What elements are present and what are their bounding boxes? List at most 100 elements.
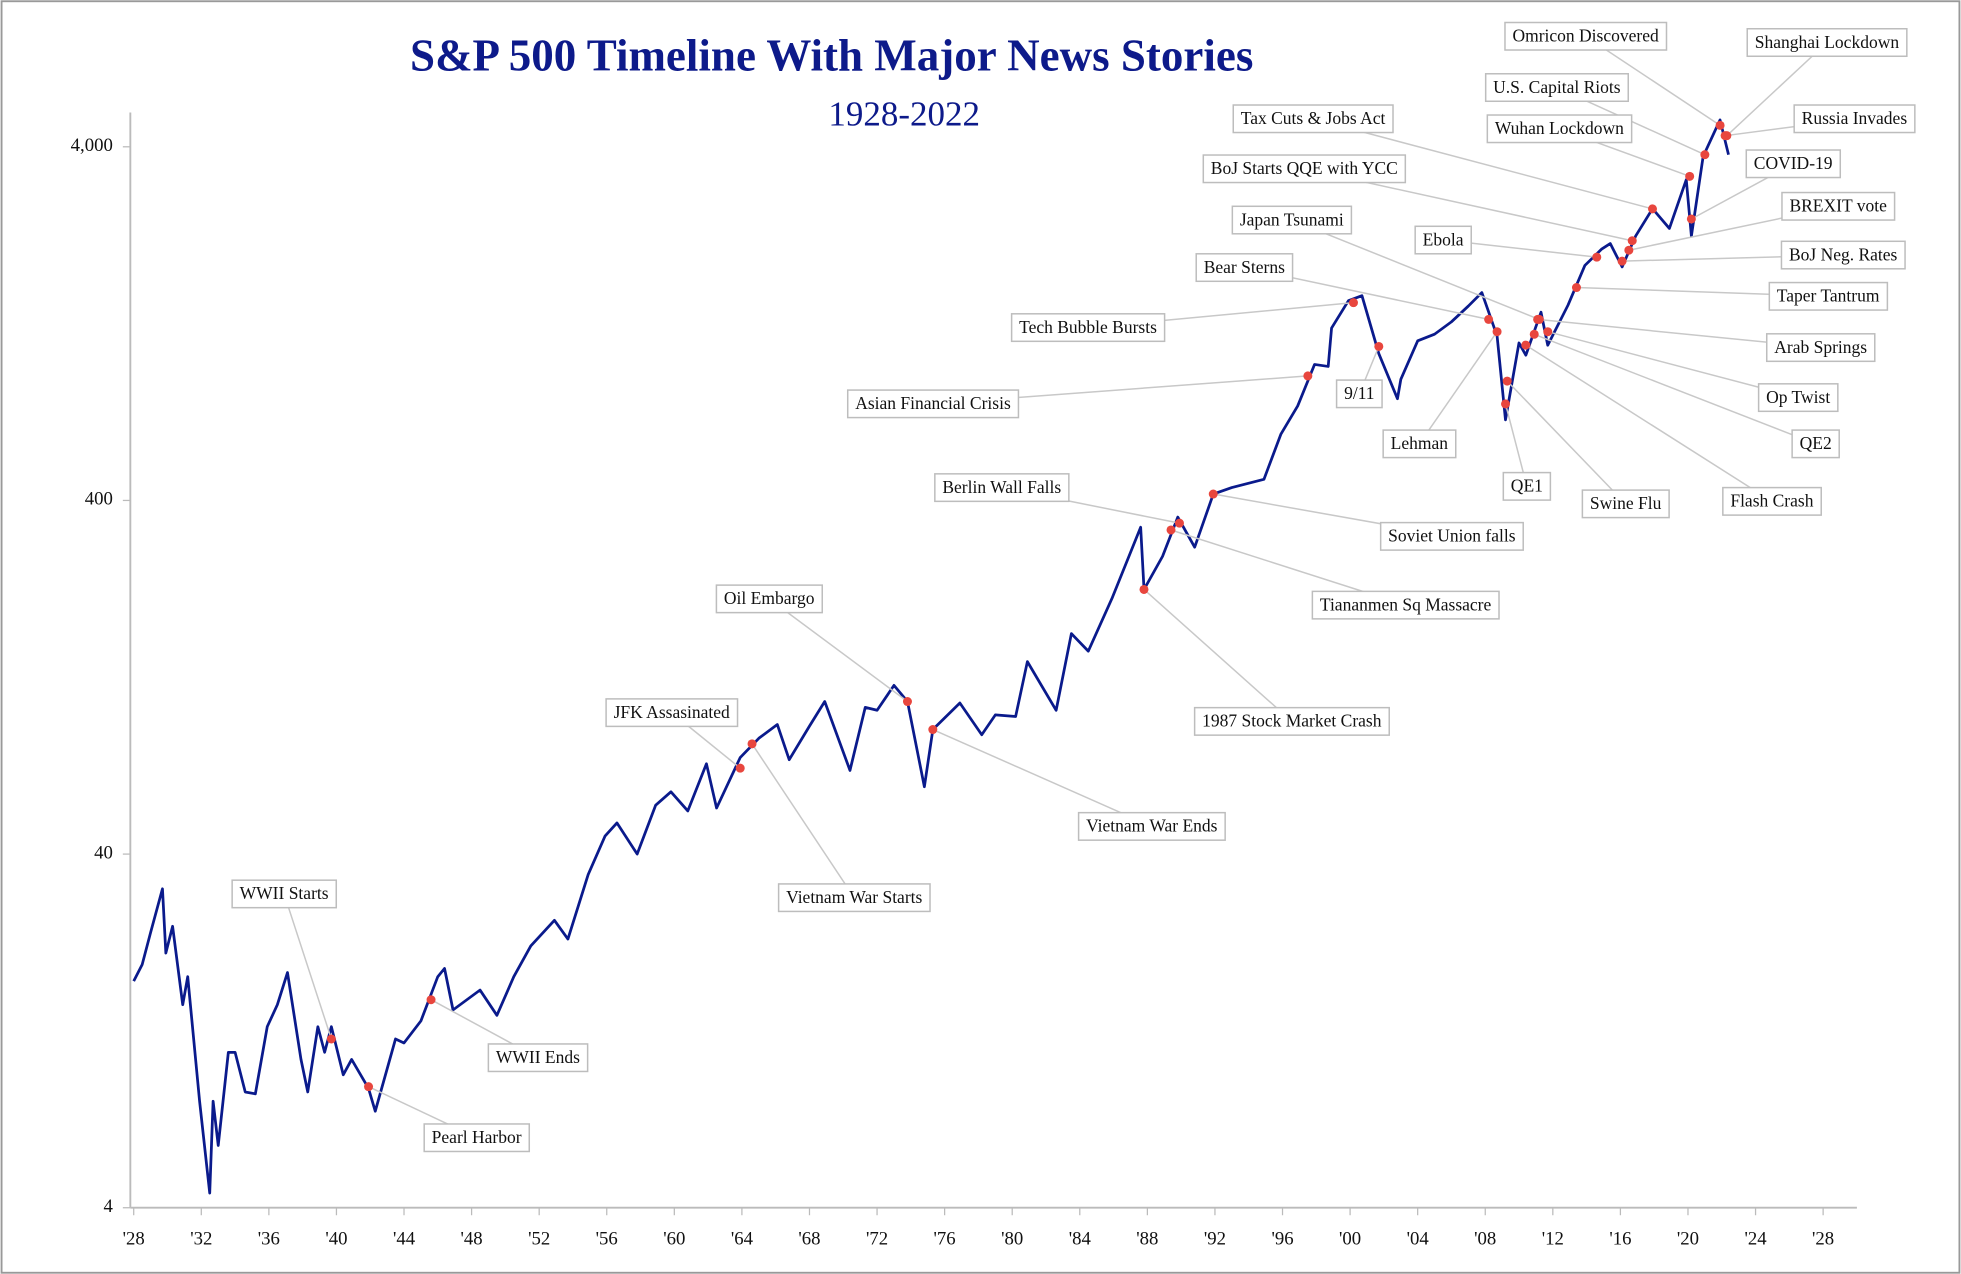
label-box: [605, 698, 739, 728]
label-box: [1484, 73, 1629, 103]
event-label: 1987 Stock Market Crash: [1193, 706, 1390, 736]
event-dot: [1303, 371, 1313, 381]
event-label: Tech Bubble Bursts: [1010, 313, 1166, 343]
event-label: Russia Invades: [1793, 104, 1916, 134]
event-label: QE1: [1502, 471, 1552, 501]
event-dot: [1533, 314, 1543, 324]
label-text: QE1: [1511, 476, 1543, 496]
price-line: [132, 118, 1730, 1195]
label-text: Arab Springs: [1774, 337, 1867, 357]
label-box: [423, 1123, 531, 1153]
event-dot: [1502, 376, 1512, 386]
label-box: [1077, 811, 1226, 841]
y-tick-label: 4: [103, 1196, 113, 1217]
label-text: Taper Tantrum: [1777, 286, 1880, 306]
x-tick-label: '04: [1407, 1229, 1430, 1250]
event-label: Japan Tsunami: [1231, 205, 1353, 235]
leader-line: [1143, 588, 1293, 722]
label-box: [1781, 191, 1896, 221]
label-box: [487, 1043, 589, 1073]
event-dot: [1700, 150, 1710, 160]
label-text: Op Twist: [1766, 387, 1830, 407]
leader-line: [1525, 344, 1773, 502]
label-box: [1581, 489, 1670, 519]
leader-line: [932, 728, 1153, 828]
label-text: Ebola: [1423, 229, 1464, 249]
label-text: Flash Crash: [1730, 491, 1813, 511]
label-box: [231, 879, 338, 909]
x-tick-label: '36: [258, 1229, 280, 1250]
event-dot: [1529, 329, 1539, 339]
event-label: JFK Assasinated: [605, 698, 739, 728]
label-box: [1793, 104, 1916, 134]
event-dot: [1208, 489, 1218, 499]
label-box: [1010, 313, 1166, 343]
label-text: BoJ Neg. Rates: [1789, 244, 1898, 264]
x-tick-label: '40: [325, 1229, 347, 1250]
x-tick-label: '92: [1204, 1229, 1226, 1250]
event-labels: WWII Starts Pearl Harbor WWII Ends JFK Assa…: [231, 21, 1916, 1153]
leader-line: [283, 893, 333, 1040]
chart-title: S&P 500 Timeline With Major News Stories: [410, 30, 1253, 80]
label-box: [1765, 333, 1876, 363]
event-dot: [364, 1082, 374, 1092]
x-tick-label: '24: [1744, 1229, 1767, 1250]
x-tick-label: '88: [1136, 1229, 1158, 1250]
event-label: Omricon Discovered: [1504, 21, 1668, 51]
label-text: Tech Bubble Bursts: [1019, 317, 1157, 337]
event-dot: [1592, 252, 1602, 262]
y-tick-label: 400: [85, 489, 113, 510]
x-tick-label: '44: [393, 1229, 416, 1250]
x-tick-label: '64: [731, 1229, 754, 1250]
event-label: BREXIT vote: [1781, 191, 1896, 221]
label-box: [1379, 521, 1524, 551]
leader-line: [1726, 41, 1828, 137]
label-box: [1414, 225, 1472, 255]
y-tick-label: 40: [94, 842, 113, 863]
label-text: COVID-19: [1754, 153, 1833, 173]
event-label: Oil Embargo: [715, 584, 823, 614]
label-text: BREXIT vote: [1789, 196, 1887, 216]
event-label: Vietnam War Ends: [1077, 811, 1226, 841]
event-label: Taper Tantrum: [1768, 281, 1889, 311]
label-box: [1722, 486, 1822, 516]
label-text: Shanghai Lockdown: [1755, 32, 1900, 52]
label-box: [1193, 706, 1390, 736]
label-box: [1780, 240, 1906, 270]
x-tick-label: '20: [1677, 1229, 1699, 1250]
event-label: BoJ Neg. Rates: [1780, 240, 1906, 270]
leader-line: [1312, 118, 1653, 210]
label-box: [1502, 471, 1552, 501]
label-box: [1746, 28, 1908, 58]
label-text: WWII Starts: [240, 883, 329, 903]
label-box: [715, 584, 823, 614]
label-box: [934, 473, 1070, 503]
label-text: 9/11: [1344, 383, 1374, 403]
event-label: Vietnam War Starts: [777, 883, 931, 913]
event-label: COVID-19: [1745, 149, 1842, 179]
label-box: [846, 389, 1020, 419]
x-tick-label: '72: [866, 1229, 888, 1250]
leader-line: [751, 743, 855, 899]
x-tick-label: '76: [934, 1229, 956, 1250]
x-tick-label: '28: [123, 1229, 145, 1250]
event-label: Arab Springs: [1765, 333, 1876, 363]
event-label: Tiananmen Sq Massacre: [1311, 590, 1500, 620]
x-tick-label: '52: [528, 1229, 550, 1250]
event-dot: [928, 725, 938, 735]
event-label: Berlin Wall Falls: [934, 473, 1070, 503]
leader-line: [768, 598, 908, 703]
label-text: BoJ Starts QQE with YCC: [1211, 158, 1398, 178]
x-tick-label: '48: [461, 1229, 483, 1250]
event-label: 9/11: [1335, 379, 1383, 409]
chart-subtitle: 1928-2022: [828, 95, 980, 134]
label-text: Omricon Discovered: [1512, 26, 1659, 46]
x-tick-label: '56: [596, 1229, 618, 1250]
event-dot: [1685, 171, 1695, 181]
label-text: Vietnam War Ends: [1086, 816, 1218, 836]
leader-line: [1585, 35, 1721, 126]
event-label: BoJ Starts QQE with YCC: [1202, 154, 1407, 184]
label-box: [1486, 114, 1633, 144]
